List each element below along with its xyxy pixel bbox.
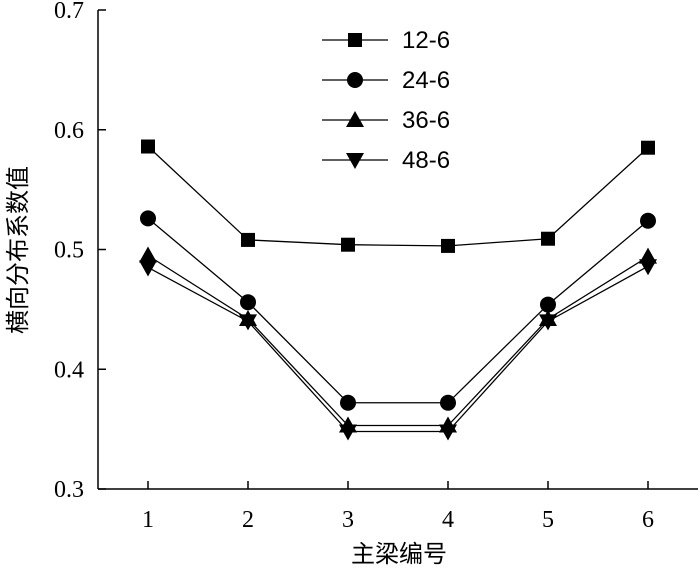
data-point-24-6 xyxy=(240,294,256,311)
series-48-6 xyxy=(139,259,657,441)
legend-marker-triangle-up xyxy=(346,111,364,127)
x-tick-label: 6 xyxy=(642,507,654,533)
x-tick-label: 1 xyxy=(142,507,154,533)
data-point-12-6 xyxy=(441,238,455,253)
data-point-12-6 xyxy=(541,231,555,246)
legend-marker-circle xyxy=(347,72,363,88)
x-axis-title: 主梁编号 xyxy=(351,540,447,568)
data-point-12-6 xyxy=(141,139,155,154)
legend-entry-36-6: 36-6 xyxy=(322,107,450,134)
data-point-12-6 xyxy=(641,140,655,155)
data-point-36-6 xyxy=(139,246,157,263)
data-point-48-6 xyxy=(439,424,457,441)
y-tick-label: 0.4 xyxy=(54,357,84,383)
y-tick-label: 0.7 xyxy=(54,0,84,24)
series-36-6 xyxy=(139,246,657,433)
data-point-24-6 xyxy=(540,296,556,313)
data-point-12-6 xyxy=(241,232,255,247)
data-point-48-6 xyxy=(639,259,657,276)
data-point-24-6 xyxy=(640,212,656,229)
legend-marker-triangle-down xyxy=(346,153,364,169)
data-point-48-6 xyxy=(139,260,157,277)
x-tick-label: 4 xyxy=(442,507,454,533)
legend-marker-square xyxy=(348,33,362,47)
series-line-36-6 xyxy=(147,254,649,427)
y-tick-label: 0.5 xyxy=(54,238,84,264)
series-24-6 xyxy=(140,210,656,411)
legend-label: 48-6 xyxy=(402,147,450,174)
series-layer xyxy=(139,139,657,441)
series-line-12-6 xyxy=(147,146,649,247)
x-tick-label: 2 xyxy=(242,507,254,533)
data-point-12-6 xyxy=(341,237,355,252)
y-tick-label: 0.6 xyxy=(54,118,84,144)
x-tick-label: 3 xyxy=(342,507,354,533)
x-tick-label: 5 xyxy=(542,507,554,533)
axes: 0.3 0.4 0.5 0.6 0.7 1 2 3 4 5 6 xyxy=(54,0,698,533)
data-point-24-6 xyxy=(340,394,356,411)
legend-label: 24-6 xyxy=(402,67,450,94)
legend-label: 12-6 xyxy=(402,27,450,54)
data-point-48-6 xyxy=(339,424,357,441)
legend-label: 36-6 xyxy=(402,107,450,134)
y-tick-label: 0.3 xyxy=(54,477,84,503)
data-point-24-6 xyxy=(140,210,156,227)
legend-entry-24-6: 24-6 xyxy=(322,67,450,94)
data-point-24-6 xyxy=(440,394,456,411)
legend-entry-48-6: 48-6 xyxy=(322,147,450,174)
series-line-48-6 xyxy=(147,265,649,433)
series-12-6 xyxy=(141,139,655,253)
data-point-48-6 xyxy=(239,314,257,331)
legend: 12-6 24-6 36-6 48-6 xyxy=(322,27,450,174)
series-line-24-6 xyxy=(147,217,649,404)
y-axis-title: 横向分布系数值 xyxy=(4,166,32,334)
data-point-48-6 xyxy=(539,314,557,331)
legend-entry-12-6: 12-6 xyxy=(322,27,450,54)
